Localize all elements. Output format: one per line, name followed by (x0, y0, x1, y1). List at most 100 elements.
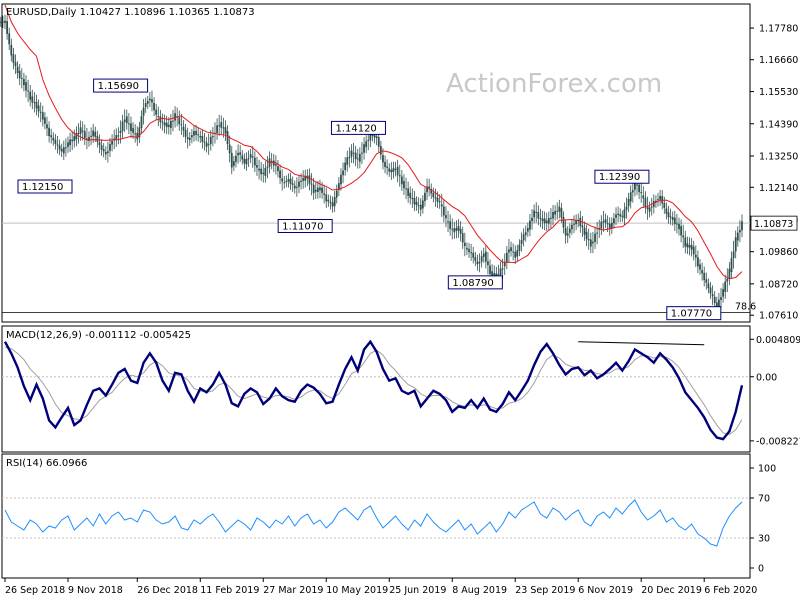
candle-body (69, 139, 71, 146)
candle-body (453, 228, 456, 233)
candle-body (132, 128, 134, 133)
candle-body (642, 195, 645, 199)
candle-body (667, 212, 670, 218)
candle-body (249, 154, 252, 158)
candle-body (684, 237, 687, 247)
candle-body (640, 192, 643, 194)
candle-body (25, 82, 27, 91)
candle-body (373, 134, 376, 138)
date-tick-label: 20 Dec 2019 (641, 585, 702, 596)
candle-body (203, 141, 206, 143)
candle-body (501, 268, 504, 270)
candle-body (497, 274, 500, 276)
candle-body (403, 181, 405, 189)
candle-body (169, 120, 172, 128)
candle-body (142, 107, 145, 116)
macd-pane-frame (1, 325, 751, 453)
candle-body (623, 209, 626, 219)
candle-body (505, 252, 508, 263)
candle-body (631, 190, 634, 193)
price-callout-label: 1.14120 (335, 123, 376, 134)
candle-body (79, 127, 82, 134)
price-tick-label: 1.14390 (759, 119, 798, 130)
candle-body (22, 79, 25, 86)
candle-body (644, 198, 647, 208)
candle-body (741, 221, 743, 231)
candle-body (434, 197, 437, 199)
candle-body (529, 220, 531, 230)
candle-body (724, 281, 727, 292)
candle-body (394, 168, 397, 170)
candle-body (295, 186, 298, 188)
candle-body (96, 136, 99, 142)
candle-body (730, 258, 733, 272)
candle-body (241, 155, 244, 160)
candle-body (155, 109, 158, 115)
candle-body (245, 158, 248, 165)
candle-body (655, 200, 657, 203)
candle-body (363, 144, 365, 153)
candle-body (0, 21, 2, 23)
candle-body (226, 131, 229, 145)
candle-body (463, 242, 466, 247)
candle-body (711, 294, 714, 297)
date-tick-label: 23 Sep 2019 (515, 585, 575, 596)
candle-body (220, 122, 223, 128)
candle-body (302, 178, 305, 181)
candle-body (314, 189, 317, 192)
candle-body (552, 211, 554, 219)
candle-body (547, 218, 550, 224)
date-tick-label: 6 Nov 2019 (578, 585, 633, 596)
candle-body (390, 169, 393, 173)
candle-body (165, 122, 168, 128)
candle-body (596, 232, 599, 234)
candle-body (163, 122, 166, 126)
price-callout: 1.15690 (93, 78, 149, 93)
candle-body (535, 211, 538, 213)
candle-body (680, 226, 683, 236)
candle-body (325, 194, 328, 202)
candle-body (146, 100, 149, 104)
date-tick-label: 8 Aug 2019 (452, 585, 507, 596)
candle-body (550, 217, 552, 219)
macd-line (3, 339, 744, 441)
candle-body (144, 103, 147, 108)
candle-body (298, 181, 300, 187)
candle-body (587, 239, 590, 241)
price-callout-label: 1.11070 (282, 221, 323, 232)
candle-body (356, 158, 359, 160)
candle-body (293, 185, 296, 189)
date-tick-label: 27 Mar 2019 (263, 585, 323, 596)
candle-body (375, 136, 378, 138)
candle-body (449, 221, 452, 229)
price-tick-label: 1.13250 (759, 151, 798, 162)
fib-level-label: 78.6 (735, 302, 756, 313)
candle-body (636, 184, 638, 186)
candle-body (361, 152, 363, 154)
rsi-tick-label: 70 (758, 494, 770, 505)
macd-pane-header: MACD(12,26,9) -0.001112 -0.005425 (6, 330, 191, 341)
macd-tick-label: 0.004809 (756, 335, 800, 346)
candle-body (291, 183, 294, 186)
candle-body (222, 127, 225, 129)
macd-trendline (578, 341, 705, 346)
candle-body (514, 251, 517, 258)
candle-body (94, 131, 97, 137)
candle-body (634, 181, 636, 190)
candle-body (396, 166, 399, 176)
candle-body (424, 192, 426, 202)
candle-body (564, 228, 567, 236)
candle-body (230, 152, 233, 168)
candle-body (340, 174, 342, 185)
price-tick-label: 1.07610 (759, 311, 798, 322)
candle-body (718, 299, 720, 309)
candle-body (629, 192, 632, 202)
candle-body (50, 135, 53, 138)
candle-body (184, 129, 187, 137)
candle-body (121, 121, 124, 131)
candle-body (180, 124, 183, 126)
candle-body (256, 165, 258, 168)
candle-body (209, 136, 212, 144)
candle-body (489, 265, 491, 275)
candle-body (384, 161, 386, 168)
